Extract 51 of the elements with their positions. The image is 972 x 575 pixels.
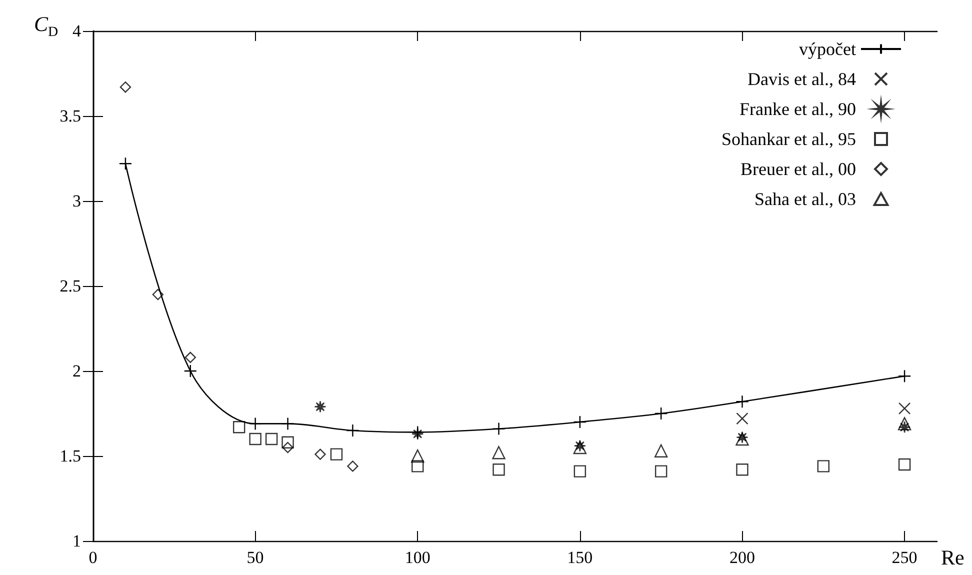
point [492,446,506,460]
x-tick-label: 0 [88,548,98,567]
legend-label: Breuer et al., 00 [740,159,856,179]
point [282,436,294,448]
y-tick-label: 1.5 [60,446,81,466]
point [574,465,586,478]
x-axis-title: Re [941,546,964,570]
point [314,448,326,460]
legend-label: výpočet [799,39,856,59]
y-tick-label: 2 [72,362,81,380]
x-tick-label: 100 [404,548,430,567]
point [347,460,358,472]
point [817,460,830,472]
point [736,412,748,425]
y-tick-label: 3.5 [60,106,81,126]
x-tick-label: 150 [567,548,593,567]
point [411,449,424,463]
point [330,448,343,460]
x-tick-label: 250 [892,548,918,567]
legend-label: Sohankar et al., 95 [722,129,856,149]
point [736,432,749,446]
legend-label: Saha et al., 03 [754,189,856,209]
point [898,421,911,434]
point [412,460,424,472]
y-tick-label: 3 [72,192,81,210]
point [314,400,326,413]
point [184,352,196,363]
point [654,465,668,478]
point [282,442,294,454]
point [574,440,586,452]
legend-label: Davis et al., 84 [748,69,856,89]
point [736,464,748,476]
point [265,432,278,446]
point [152,288,164,300]
point [898,458,911,471]
y-tick-label: 1 [72,532,81,550]
point [736,431,748,444]
point [898,417,912,430]
y-tick-label: 4 [72,22,82,40]
point [249,432,262,446]
x-tick-label: 200 [729,548,755,567]
point [654,444,668,458]
y-axis-title: C$_{D}$ [34,12,58,42]
point [898,402,911,414]
point [120,82,132,93]
point [492,464,505,476]
x-tick-label: 50 [246,548,264,567]
point [573,440,587,454]
y-tick-label: 2.5 [60,276,81,296]
legend-label: Franke et al., 90 [740,99,856,119]
point [232,421,246,434]
